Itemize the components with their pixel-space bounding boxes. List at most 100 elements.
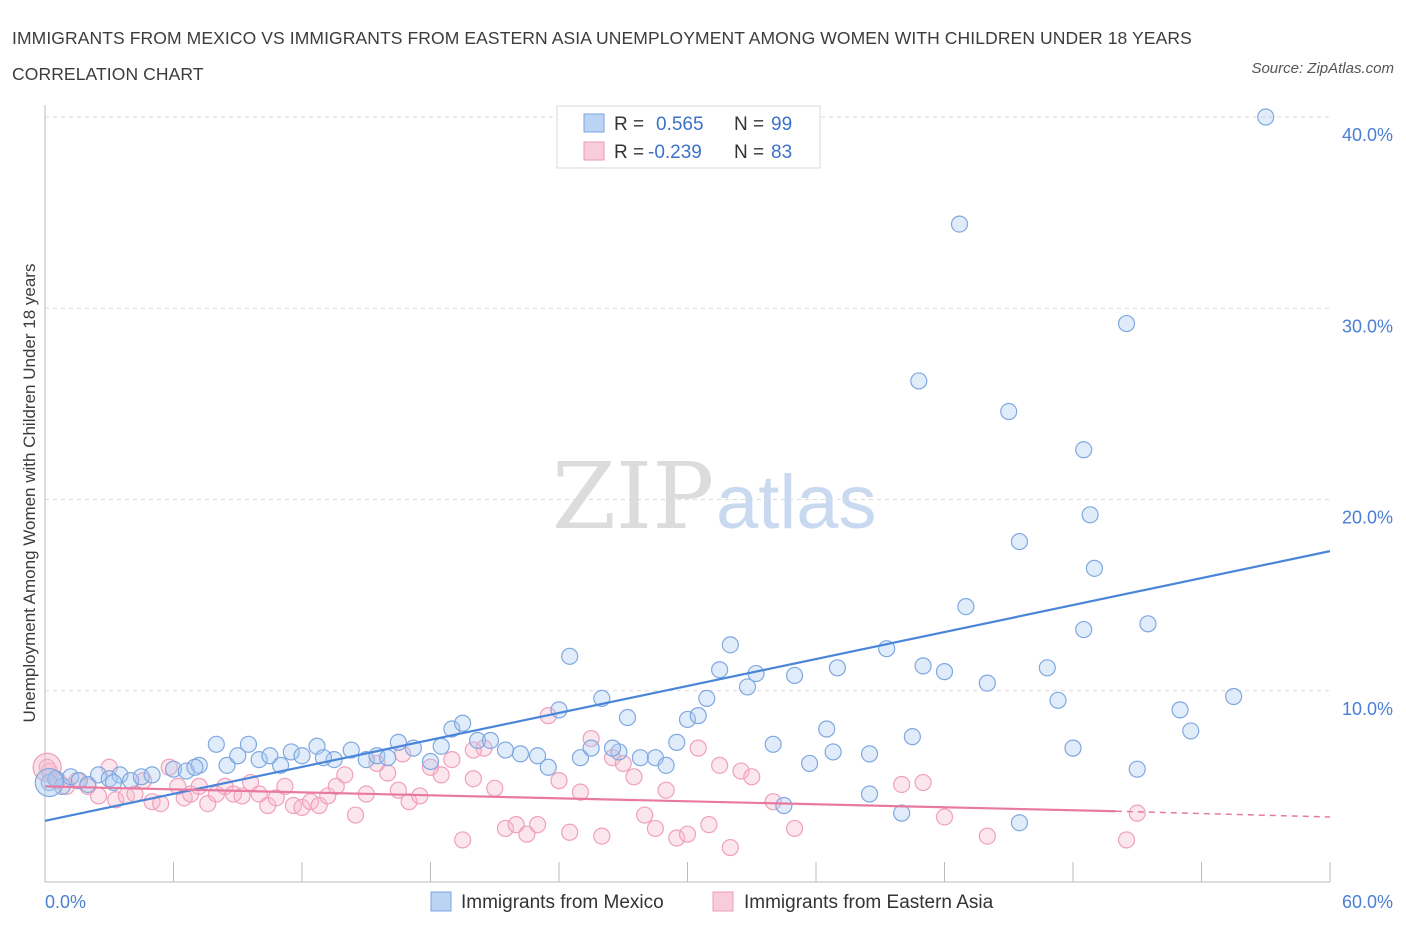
eastern-asia-point xyxy=(400,793,418,811)
legend-r-label-eastern-asia: R = xyxy=(614,142,644,163)
eastern-asia-trend-extension xyxy=(1115,810,1331,818)
mexico-point xyxy=(785,666,804,685)
mexico-point xyxy=(775,796,793,815)
legend-r-value-mexico: 0.565 xyxy=(656,114,704,135)
eastern-asia-point xyxy=(935,808,954,826)
eastern-asia-point xyxy=(107,791,125,809)
axes: 0.0% 60.0% xyxy=(44,105,1393,912)
legend-n-label-eastern-asia: N = xyxy=(734,142,764,163)
mexico-point xyxy=(1064,739,1082,757)
eastern-asia-point xyxy=(464,741,482,759)
eastern-asia-point xyxy=(732,762,750,780)
mexico-point xyxy=(893,804,911,822)
eastern-asia-point xyxy=(486,779,504,797)
x-tick-label-max: 60.0% xyxy=(1342,892,1393,912)
mexico-point xyxy=(1128,760,1146,778)
mexico-point xyxy=(1182,722,1200,740)
eastern-asia-point xyxy=(978,827,996,845)
mexico-point xyxy=(631,749,649,767)
mexico-point xyxy=(764,735,782,753)
mexico-point xyxy=(818,720,836,738)
mexico-point xyxy=(689,707,707,725)
eastern-asia-point xyxy=(379,764,397,782)
y-axis-label: Unemployment Among Women with Children U… xyxy=(20,264,39,723)
mexico-point xyxy=(1010,814,1029,832)
legend-n-label-mexico: N = xyxy=(734,114,764,135)
y-tick-label: 30.0% xyxy=(1342,316,1393,336)
mexico-point xyxy=(250,750,268,769)
eastern-asia-point xyxy=(636,806,654,824)
eastern-asia-point xyxy=(700,816,718,834)
mexico-point xyxy=(800,754,819,773)
eastern-asia-point xyxy=(199,794,217,813)
mexico-point xyxy=(443,720,461,738)
mexico-points xyxy=(34,108,1275,832)
eastern-asia-point xyxy=(507,816,525,834)
eastern-asia-point xyxy=(550,772,568,790)
eastern-asia-point xyxy=(711,756,729,774)
mexico-point xyxy=(657,756,675,774)
eastern-asia-point xyxy=(1128,804,1146,822)
eastern-asia-point xyxy=(764,793,782,811)
mexico-point xyxy=(229,747,247,765)
mexico-point xyxy=(1075,620,1093,639)
mexico-point xyxy=(860,745,879,763)
mexico-point xyxy=(721,636,739,654)
mexico-point xyxy=(698,689,716,708)
bottom-legend-swatch-mexico xyxy=(430,891,452,912)
eastern-asia-cluster-point xyxy=(32,752,62,782)
mexico-cluster-point xyxy=(34,767,64,798)
eastern-asia-point xyxy=(454,831,472,849)
mexico-point xyxy=(711,661,729,679)
mexico-point xyxy=(1139,615,1157,633)
legend-n-value-mexico: 99 xyxy=(771,114,792,135)
y-tick-label: 10.0% xyxy=(1342,699,1393,719)
series-legend: Immigrants from Mexico Immigrants from E… xyxy=(430,891,994,913)
eastern-asia-point xyxy=(346,806,365,824)
mexico-point xyxy=(496,741,515,759)
eastern-asia-point xyxy=(336,766,354,784)
correlation-legend: R = 0.565 N = 99 R = -0.239 N = 83 xyxy=(556,105,821,169)
eastern-asia-point xyxy=(496,819,515,838)
mexico-point xyxy=(582,739,600,757)
chart-title: IMMIGRANTS FROM MEXICO VS IMMIGRANTS FRO… xyxy=(12,28,1192,84)
mexico-point xyxy=(282,743,300,761)
mexico-point xyxy=(603,739,622,757)
eastern-asia-point xyxy=(582,729,600,748)
mexico-point xyxy=(454,714,472,732)
eastern-asia-point xyxy=(432,766,450,784)
mexico-point xyxy=(511,745,530,763)
eastern-asia-point xyxy=(646,819,664,838)
mexico-point xyxy=(1049,691,1067,709)
mexico-point xyxy=(70,772,88,790)
mexico-point xyxy=(469,731,487,750)
eastern-asia-point xyxy=(301,793,320,811)
eastern-asia-point xyxy=(464,770,482,788)
mexico-point xyxy=(357,750,375,769)
mexico-point xyxy=(828,659,847,677)
eastern-asia-point xyxy=(743,768,761,786)
eastern-asia-point xyxy=(668,829,686,847)
eastern-asia-point xyxy=(603,749,622,767)
eastern-asia-point xyxy=(443,750,461,769)
mexico-point xyxy=(528,747,547,765)
mexico-point xyxy=(218,756,236,774)
y-tick-label: 40.0% xyxy=(1342,125,1393,145)
mexico-point xyxy=(104,773,123,792)
mexico-point xyxy=(978,674,996,692)
legend-n-value-eastern-asia: 83 xyxy=(771,142,792,163)
eastern-asia-point xyxy=(250,785,268,803)
trend-lines xyxy=(44,550,1331,822)
eastern-asia-point xyxy=(518,825,536,843)
mexico-point xyxy=(1085,559,1104,577)
eastern-asia-trend-line xyxy=(44,785,1116,813)
eastern-asia-point xyxy=(678,825,697,843)
eastern-asia-points xyxy=(32,707,1146,857)
eastern-asia-point xyxy=(893,775,911,794)
legend-swatch-eastern-asia xyxy=(583,141,605,161)
eastern-asia-point xyxy=(785,819,804,838)
mexico-point xyxy=(421,752,440,771)
eastern-asia-point xyxy=(721,838,739,857)
eastern-asia-point xyxy=(276,777,294,795)
